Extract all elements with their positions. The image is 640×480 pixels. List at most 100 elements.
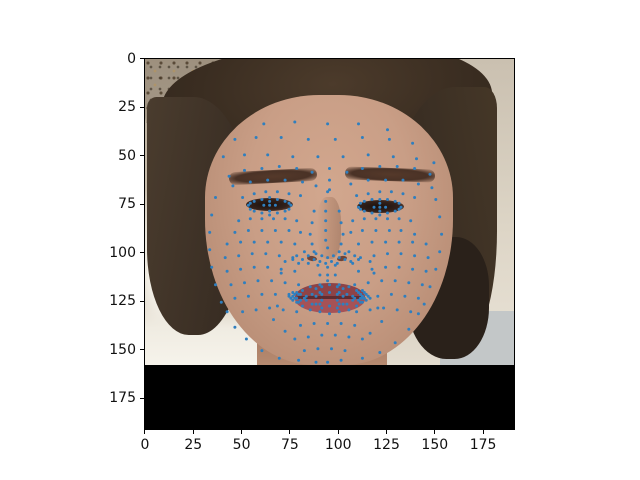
landmark-point [362, 199, 366, 203]
landmark-point [264, 190, 268, 194]
landmark-point [233, 230, 237, 234]
landmark-point [243, 168, 246, 172]
landmark-point [210, 265, 214, 269]
landmark-point [291, 258, 295, 261]
landmark-point [304, 298, 308, 302]
landmark-point [366, 281, 370, 285]
y-tick-mark [140, 58, 144, 60]
landmark-point [252, 199, 256, 203]
landmark-point [347, 250, 351, 254]
x-tick-label: 125 [373, 437, 400, 453]
landmark-point [328, 188, 331, 192]
landmark-point [434, 198, 438, 201]
landmark-point [407, 327, 411, 331]
x-tick-mark [192, 430, 194, 434]
landmark-point [378, 209, 382, 213]
landmark-point [225, 310, 229, 314]
landmark-point [299, 194, 302, 198]
x-tick-label: 50 [232, 437, 251, 453]
landmark-point [351, 298, 355, 302]
landmark-point [266, 153, 270, 157]
landmark-point [260, 229, 264, 232]
landmark-point [287, 207, 291, 211]
landmark-point [353, 254, 357, 258]
y-tick-mark [140, 349, 144, 351]
landmark-point [225, 269, 229, 273]
landmark-point [411, 141, 415, 145]
landmark-point [266, 240, 270, 244]
landmark-point [299, 230, 302, 234]
landmark-point [416, 312, 420, 316]
landmark-point [324, 219, 328, 223]
landmark-point [283, 329, 287, 333]
landmark-point [357, 298, 360, 302]
landmark-point [324, 209, 328, 213]
landmark-point [287, 192, 291, 196]
landmark-point [360, 294, 364, 298]
landmark-point [324, 199, 328, 203]
landmark-point [393, 279, 397, 283]
landmark-point [359, 256, 362, 260]
landmark-point [318, 302, 322, 306]
landmark-point [420, 283, 424, 287]
landmark-point [328, 304, 331, 308]
landmark-point [393, 199, 397, 203]
landmark-point [254, 308, 258, 312]
landmark-point [270, 279, 274, 283]
landmark-point [283, 260, 287, 263]
landmark-point [397, 240, 401, 244]
landmark-point [272, 217, 275, 221]
landmark-point [364, 292, 368, 296]
landmark-point [306, 335, 310, 339]
landmark-point [248, 207, 252, 211]
landmark-point [272, 318, 275, 322]
landmark-point [368, 331, 372, 335]
landmark-point [304, 294, 308, 298]
landmark-point [374, 229, 378, 232]
landmark-point [357, 269, 360, 273]
landmark-point [229, 283, 233, 287]
landmark-point [386, 198, 389, 201]
landmark-point [256, 279, 260, 283]
landmark-point [275, 190, 279, 194]
landmark-point [273, 203, 277, 207]
landmark-point [320, 298, 324, 302]
landmark-point [243, 153, 246, 157]
landmark-point [275, 211, 279, 215]
landmark-point [362, 291, 366, 294]
landmark-point [324, 261, 328, 265]
landmark-point [389, 190, 393, 194]
landmark-point [264, 252, 268, 256]
landmark-point [330, 260, 333, 263]
landmark-point [314, 287, 318, 291]
landmark-point [382, 306, 386, 310]
landmark-point [415, 157, 418, 161]
landmark-point [316, 347, 320, 351]
nose [317, 197, 341, 259]
landmark-point [343, 258, 347, 261]
landmark-point [268, 203, 272, 207]
landmark-point [357, 205, 360, 209]
x-tick-label: 0 [140, 437, 150, 453]
landmark-point [333, 333, 337, 337]
landmark-point [214, 283, 217, 287]
landmark-point [273, 229, 277, 232]
y-tick-label: 100 [109, 244, 136, 261]
landmark-point [248, 180, 252, 184]
x-tick-label: 100 [324, 437, 352, 453]
landmark-point [362, 296, 366, 300]
x-tick-mark [386, 430, 387, 434]
landmark-point [266, 265, 270, 269]
landmark-point [359, 207, 362, 211]
landmark-point [324, 238, 328, 242]
landmark-point [283, 178, 287, 182]
landmark-point [438, 250, 442, 254]
landmark-point [378, 201, 382, 205]
landmark-point [318, 310, 322, 314]
landmark-point [399, 205, 403, 209]
landmark-point [328, 291, 331, 294]
landmark-point [349, 260, 353, 263]
landmark-point [283, 281, 287, 285]
landmark-point [335, 306, 339, 310]
landmark-point [378, 205, 382, 209]
